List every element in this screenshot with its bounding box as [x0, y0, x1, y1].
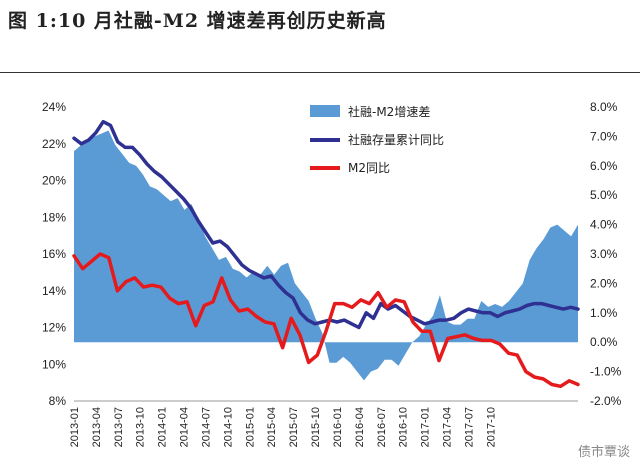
- x-tick-label: 2016-10: [398, 407, 410, 447]
- y-right-tick-label: 3.0%: [590, 247, 618, 261]
- y-right-tick-label: 5.0%: [590, 188, 618, 202]
- legend-label: 社融-M2增速差: [348, 104, 430, 119]
- y-right-tick-label: 6.0%: [590, 159, 618, 173]
- y-left-tick-label: 20%: [42, 174, 66, 188]
- x-tick-label: 2017-01: [420, 407, 432, 447]
- legend-label: M2同比: [348, 161, 390, 175]
- legend-label: 社融存量累计同比: [348, 132, 444, 147]
- x-tick-label: 2013-07: [113, 407, 125, 447]
- x-tick-label: 2013-10: [135, 407, 147, 447]
- line-series-m2-yoy: [72, 252, 580, 389]
- y-left-tick-label: 14%: [42, 284, 66, 298]
- y-left-tick-label: 12%: [42, 321, 66, 335]
- y-right-tick-label: 1.0%: [590, 306, 618, 320]
- x-tick-label: 2014-01: [157, 407, 169, 447]
- axes-layer: 8% 10% 12% 14% 16% 18% 20% 22% 24% -2.0% -1.0% 0.0%…: [42, 100, 622, 447]
- x-tick-label: 2014-10: [222, 407, 234, 447]
- title-divider: [0, 72, 640, 73]
- y-right-tick-label: 0.0%: [590, 335, 618, 349]
- x-tick-label: 2013-04: [91, 407, 103, 447]
- y-left-tick-label: 24%: [42, 100, 66, 114]
- x-tick-label: 2017-04: [442, 407, 454, 447]
- x-tick-label: 2014-07: [200, 407, 212, 447]
- x-tick-label: 2016-01: [332, 407, 344, 447]
- y-right-tick-label: 8.0%: [590, 100, 618, 114]
- y-right-tick-label: 7.0%: [590, 129, 618, 143]
- y-left-tick-label: 18%: [42, 210, 66, 224]
- y-left-tick-label: 8%: [49, 394, 67, 408]
- line-layer: [72, 119, 580, 389]
- x-tick-label: 2014-04: [179, 407, 191, 447]
- watermark: 债市覃谈: [577, 445, 630, 460]
- figure-title: 图 1:10 月社融-M2 增速差再创历史新高: [8, 10, 387, 32]
- y-right-tick-label: 2.0%: [590, 276, 618, 290]
- y-left-tick-label: 22%: [42, 137, 66, 151]
- y-right-tick-label: -2.0%: [590, 394, 622, 408]
- y-right-tick-label: -1.0%: [590, 365, 622, 379]
- x-tick-label: 2016-04: [354, 407, 366, 447]
- x-tick-label: 2015-07: [288, 407, 300, 447]
- y-left-tick-label: 16%: [42, 247, 66, 261]
- y-right-tick-label: 4.0%: [590, 218, 618, 232]
- x-tick-label: 2015-04: [266, 407, 278, 447]
- line-series-social-financing-stock-yoy: [72, 119, 580, 330]
- x-tick-label: 2017-07: [463, 407, 475, 447]
- legend-swatch-area: [310, 105, 340, 117]
- x-tick-label: 2017-10: [485, 407, 497, 447]
- x-tick-label: 2015-01: [244, 407, 256, 447]
- x-tick-label: 2013-01: [69, 407, 81, 447]
- y-left-tick-label: 10%: [42, 357, 66, 371]
- x-tick-label: 2016-07: [376, 407, 388, 447]
- x-tick-label: 2015-10: [310, 407, 322, 447]
